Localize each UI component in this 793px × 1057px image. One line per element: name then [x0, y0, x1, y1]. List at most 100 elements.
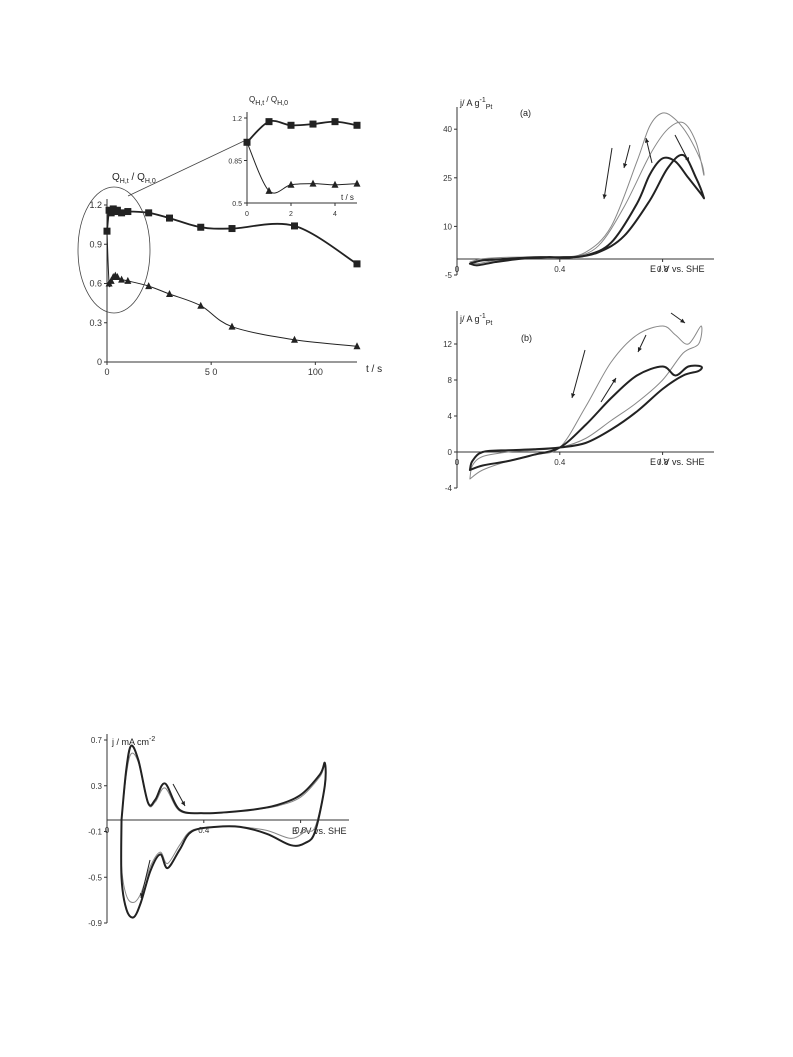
cv-b-y-tick-label: 4: [448, 412, 453, 421]
charge-ratio-y-label-sub: H,0: [145, 178, 156, 185]
cv-b-y-label-main: j/ A g: [459, 314, 480, 324]
charge-ratio-inset-series-1-point: [287, 121, 295, 129]
charge-ratio-series-2-point: [103, 227, 111, 235]
cv-base-x-tick-label: 0: [105, 826, 110, 835]
cv-b-y-tick-label: 12: [443, 340, 452, 349]
scan-arrow-head: [680, 318, 685, 323]
cv-a-y-label-sub: Pt: [486, 104, 493, 111]
charge-ratio-y-label: QH,t / QH,0: [112, 172, 156, 185]
charge-ratio-inset-series-2-point: [287, 180, 295, 188]
charge-ratio-x-tick-label: 100: [308, 367, 323, 377]
charge-ratio-inset-series-1-point: [309, 120, 317, 128]
charge-ratio-series-2-point: [145, 282, 153, 290]
charge-ratio-series-2-point: [353, 342, 361, 350]
cv-a-y-tick-label: 10: [443, 222, 452, 231]
cv-a-panel-label: (a): [520, 108, 531, 118]
cv-b-y-tick-label: -4: [445, 484, 453, 493]
charge-ratio-inset-series-2-point: [309, 179, 317, 187]
charge-ratio-x-tick-label: 0: [104, 367, 109, 377]
charge-ratio-series-1-point: [228, 225, 236, 233]
scan-arrow-head: [602, 194, 607, 199]
charge-ratio-inset-y-tick-label: 0.5: [232, 201, 242, 208]
cv-b-panel-label: (b): [521, 333, 532, 343]
zoom-connector-line: [127, 140, 245, 197]
charge-ratio-chart: 0 0.3 0.6 0.9 1.2 0 5 0 100 t / s QH,t / QH,0: [89, 172, 382, 377]
scan-arrow: [571, 349, 586, 399]
charge-ratio-series-2-point: [291, 335, 298, 343]
charge-ratio-x-label: t / s: [366, 364, 382, 375]
charge-ratio-series-2-point: [118, 275, 126, 283]
scan-arrow-head: [684, 157, 689, 162]
scan-arrow: [603, 147, 613, 200]
charge-ratio-inset-y-label: QH,t / QH,0: [249, 95, 288, 107]
charge-ratio-y-tick-label: 0: [97, 357, 102, 367]
charge-ratio-inset-series-2-line: [246, 141, 358, 194]
charge-ratio-inset-y-label-mid: / Q: [264, 95, 277, 104]
cv-b-x-tick-label: 0: [455, 458, 460, 467]
charge-ratio-series-2-point: [124, 276, 132, 284]
scan-arrow-head: [139, 893, 145, 898]
charge-ratio-series-1-point: [291, 222, 298, 230]
zoom-ellipse: [77, 186, 151, 314]
charge-ratio-y-tick-label: 1.2: [89, 200, 102, 210]
charge-ratio-series-1-point: [124, 208, 132, 216]
charge-ratio-inset-x-tick-label: 0: [245, 211, 249, 218]
cv-a-series-1-line: [469, 112, 705, 265]
scan-arrow-head: [637, 347, 642, 352]
cv-a-y-tick-label: 25: [443, 174, 452, 183]
cv-b-series-2-line: [468, 364, 703, 471]
cv-base-y-tick-label: 0.3: [91, 782, 103, 791]
cv-base-x-tick-label: 0.8: [295, 826, 307, 835]
charge-ratio-inset-y-tick-label: 0.85: [228, 159, 242, 166]
charge-ratio-series-1-point: [353, 260, 361, 268]
charge-ratio-inset-x-label: t / s: [341, 193, 354, 202]
scan-arrow: [140, 859, 151, 899]
charge-ratio-series-2-point: [197, 301, 205, 309]
charge-ratio-inset-series-1-point: [331, 118, 339, 126]
cv-b-y-label-sup: -1: [480, 313, 486, 320]
scan-arrow-head: [180, 801, 185, 806]
cv-a-x-label: E / V vs. SHE: [650, 264, 705, 274]
cv-base-y-tick-label: -0.9: [88, 919, 102, 928]
cv-a-x-tick-label: 0.4: [554, 265, 566, 274]
scan-arrow: [674, 134, 690, 163]
charge-ratio-inset-x-tick-label: 2: [289, 211, 293, 218]
charge-ratio-inset-series-1-point: [265, 118, 273, 126]
charge-ratio-y-label-mid: / Q: [129, 172, 145, 183]
charge-ratio-y-tick-label: 0.9: [89, 239, 102, 249]
charge-ratio-inset-series-2-point: [353, 179, 361, 187]
cv-base-y-tick-label: -0.1: [88, 828, 102, 837]
charge-ratio-inset-x-tick-label: 4: [333, 211, 337, 218]
cv-a-y-label-sup: -1: [480, 97, 486, 104]
charge-ratio-y-tick-label: 0.6: [89, 279, 102, 289]
charge-ratio-inset-series-2-point: [243, 138, 251, 146]
scan-arrow-head: [571, 393, 576, 398]
charge-ratio-inset-y-label-sub: H,0: [277, 100, 288, 107]
cv-base-x-tick-label: 0.4: [198, 826, 210, 835]
cv-a-series-2-line: [468, 153, 706, 267]
charge-ratio-y-label-sub: H,t: [120, 178, 129, 185]
cv-b-y-tick-label: 8: [448, 376, 453, 385]
charge-ratio-series-2-point: [228, 322, 236, 330]
charge-ratio-inset-series-2-point: [331, 180, 339, 188]
charge-ratio-series-1-point: [107, 209, 115, 217]
charge-ratio-series-1-point: [113, 206, 121, 214]
charge-ratio-series-2-point: [113, 272, 121, 280]
charge-ratio-series-1-point: [118, 209, 126, 217]
cv-a-y-label: j/ A g-1Pt: [459, 97, 492, 111]
cv-base-y-label: j / mA cm-2: [111, 736, 155, 747]
cv-a-x-tick-label: 0.8: [657, 265, 669, 274]
cv-base-y-label-sup: -2: [149, 736, 155, 743]
cv-a-chart: -5 10 25 40 0 0.4 0.8E / V vs. SHE j/ A g-1Pt (a…: [443, 97, 714, 280]
cv-b-y-label-sub: Pt: [486, 320, 493, 327]
charge-ratio-inset-chart: 0.5 0.85 1.2 0 2 4 t / s QH,t / QH,0: [228, 95, 361, 218]
charge-ratio-series-2-point: [107, 276, 115, 284]
scan-arrow-head: [623, 163, 628, 168]
charge-ratio-inset-series-2-point: [265, 186, 273, 194]
cv-b-x-tick-label: 0.4: [554, 458, 566, 467]
cv-base-y-tick-label: 0.7: [91, 736, 103, 745]
charge-ratio-inset-y-label-sub: H,t: [255, 100, 264, 107]
charge-ratio-series-2-point: [166, 289, 173, 297]
cv-a-y-tick-label: 40: [443, 125, 452, 134]
